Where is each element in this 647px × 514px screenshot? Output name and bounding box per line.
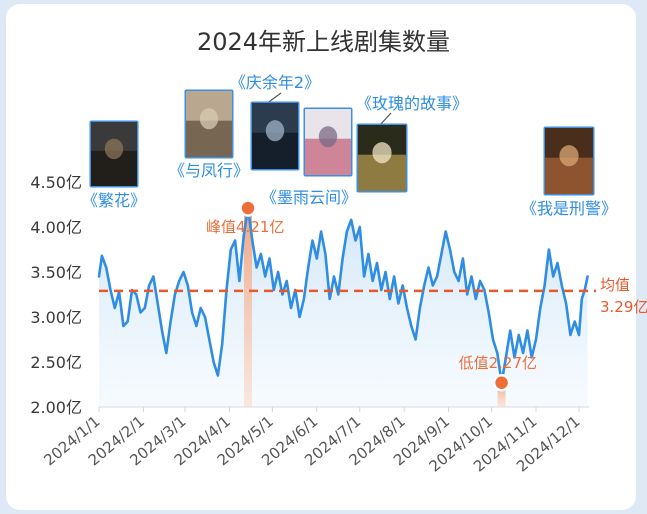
peak-bar [244,208,253,407]
yufengxing-label: 《与凤行》 [169,161,249,180]
y-tick-label: 4.50亿 [30,173,82,192]
trough-bar [497,382,506,407]
meigui-label: 《玫瑰的故事》 [356,94,468,113]
yufengxing-poster-figure [199,108,219,130]
moyuyunjian-poster-figure [318,126,338,148]
y-tick-label: 4.00亿 [30,218,82,237]
woshixingjing-poster-figure [559,145,579,167]
trough-marker [492,373,511,392]
y-tick-label: 2.50亿 [30,353,82,372]
fanhua-poster-figure [104,138,124,160]
average-label: 均值 [600,276,630,294]
meigui-poster-figure [372,142,392,164]
woshixingjing-label: 《我是刑警》 [521,199,617,218]
peak-label: 峰值4.21亿 [206,218,284,236]
average-value: 3.29亿 [600,298,647,316]
chart-title: 2024年新上线剧集数量 [196,28,451,56]
fanhua-label: 《繁花》 [82,191,146,210]
y-tick-label: 3.50亿 [30,263,82,282]
meigui-leader [379,112,392,126]
y-tick-label: 2.00亿 [30,398,82,417]
trough-label: 低值2.27亿 [459,354,537,372]
peak-marker [239,199,257,217]
y-tick-label: 3.00亿 [30,308,82,327]
series-line [97,206,589,384]
qingyunian2-poster-figure [265,120,285,142]
moyuyunjian-label: 《墨雨云间》 [261,188,357,207]
qingyunian2-label: 《庆余年2》 [230,73,320,92]
